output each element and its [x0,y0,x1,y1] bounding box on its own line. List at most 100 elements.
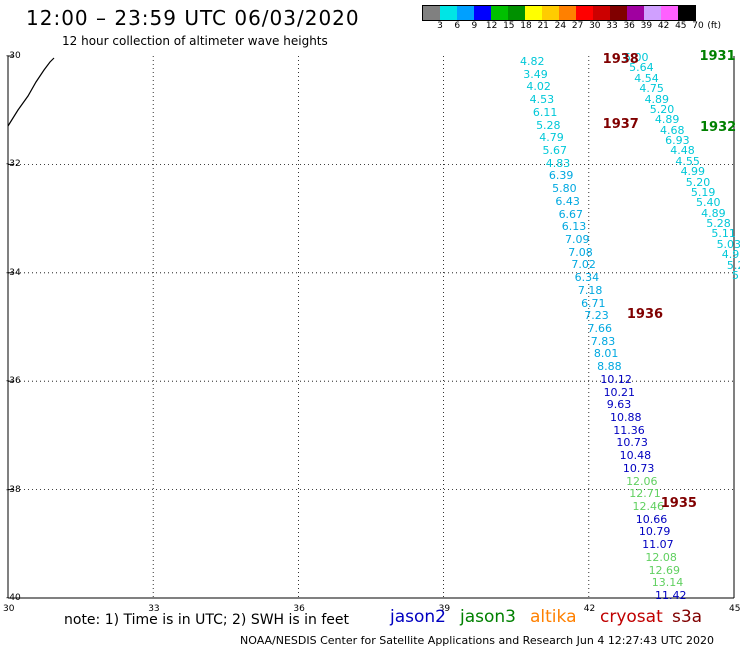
wave-height-label: 4.02 [526,80,551,94]
wave-height-label: 4.82 [520,55,545,68]
legend-tick: 6 [454,21,461,31]
wave-height-label: 12.08 [645,550,677,564]
lon-tick-label: 42 [583,604,596,614]
map-subtitle: 12 hour collection of altimeter wave hei… [62,34,328,48]
legend-swatch [423,6,440,20]
legend-tick: 45 [675,21,687,31]
legend-tick: 27 [571,21,584,31]
legend-tick: 33 [606,21,618,31]
wave-height-label: 4.99 [680,165,706,179]
legend-tick: 42 [657,21,670,31]
wave-height-label: 7.18 [577,283,603,297]
legend-swatch [610,6,627,20]
satellite-name-altika: altika [530,607,577,627]
wave-height-label: 13.14 [651,576,684,590]
legend-tick: 30 [589,21,601,31]
wave-height-label: 6.11 [532,105,558,119]
legend-tick: 24 [554,21,567,31]
wave-height-label: 5.28 [536,118,561,132]
wave-height-label: 4.89 [701,206,726,220]
map-title: 12:00 – 23:59 UTC 06/03/2020 [26,6,360,30]
wave-height-label: 6.93 [665,134,690,148]
legend-tick: 3 [437,21,443,31]
wave-height-label: 5.2 [726,258,740,272]
wave-height-label: 6.34 [574,271,600,285]
wave-height-label: 5.00 [624,51,649,64]
wave-height-label: 7.08 [568,245,593,259]
wave-height-label: 10.88 [610,411,642,424]
lat-tick-label: -38 [6,484,21,495]
wave-height-label: 5.80 [552,182,577,196]
wave-height-label: 10.73 [616,436,648,450]
legend-swatch [440,6,457,20]
wave-height-label: 7.02 [571,258,596,272]
wave-height-label: 5.20 [685,175,711,189]
wave-height-label: 5.11 [711,227,736,241]
satellite-name-jason2: jason2 [390,607,446,627]
wave-height-label: 3.49 [523,67,548,81]
legend-swatch [525,6,542,20]
lat-lon-grid [7,55,735,599]
wave-height-label: 4.89 [654,113,680,127]
legend-tick: 70 [692,21,704,31]
wave-height-label: 6.43 [555,194,580,208]
wave-height-label: 12.06 [626,474,658,488]
lat-tick-label: -40 [6,593,21,603]
wave-height-label: 10.79 [638,525,671,539]
pass-time-label: 1932 [700,119,737,135]
pass-time-label: 1936 [626,306,664,322]
wave-height-label: 4.55 [675,154,700,168]
coastline [7,57,55,127]
legend-swatch [457,6,474,20]
legend-tick: 36 [623,21,635,31]
lon-tick-label: 39 [438,604,451,614]
footer-credit: NOAA/NESDIS Center for Satellite Applica… [240,634,715,647]
wave-height-label: 4.75 [639,82,664,96]
wave-height-label: 10.21 [603,385,636,399]
satellite-name-cryosat: cryosat [600,607,663,627]
legend-swatch [661,6,678,20]
wave-height-label: 5.20 [649,102,675,116]
legend-tick: (ft) [707,21,721,31]
wave-height-label: 4.9 [721,248,740,262]
wave-height-label: 6.39 [548,169,574,183]
wave-height-label: 11.36 [613,423,645,437]
lat-tick-label: -30 [6,51,21,61]
legend-tick: 39 [640,21,653,31]
wave-height-label: 4.53 [529,93,555,107]
wave-height-label: 5.1 [732,269,740,282]
wave-height-label: 10.73 [622,461,655,475]
wave-height-label: 4.83 [545,156,571,170]
lon-tick-label: 33 [148,604,160,614]
wave-height-label: 5.03 [716,237,740,251]
lat-tick-label: -34 [6,267,21,278]
wave-height-label: 10.48 [619,449,652,463]
wave-height-label: 4.68 [660,123,685,137]
legend-swatch [678,6,695,20]
legend-tick: 18 [520,21,532,31]
wave-height-label: 7.09 [565,233,590,246]
lat-tick-label: -36 [6,376,21,387]
note-text: note: 1) Time is in UTC; 2) SWH is in fe… [64,612,350,628]
legend-tick: 21 [537,21,549,31]
legend-swatch [559,6,576,20]
legend-swatch [593,6,610,20]
legend-tick: 15 [503,21,515,31]
wave-height-label: 11.07 [642,538,674,552]
wave-height-label: 5.19 [690,185,716,199]
wave-height-label: 4.79 [539,131,564,145]
pass-time-label: 1937 [602,117,639,133]
wave-height-label: 10.12 [600,372,632,386]
pass-time-label: 1935 [660,496,697,512]
legend-swatch [576,6,593,20]
legend-swatch [542,6,559,20]
wave-height-label: 8.88 [597,360,622,374]
wave-height-label: 9.63 [606,398,632,412]
wave-height-label: 12.71 [629,487,661,501]
legend-swatch [491,6,508,20]
legend-tick: 12 [485,21,498,31]
wave-height-label: 6.67 [558,207,584,221]
wave-height-label: 5.40 [696,196,721,210]
legend-swatch [644,6,661,20]
